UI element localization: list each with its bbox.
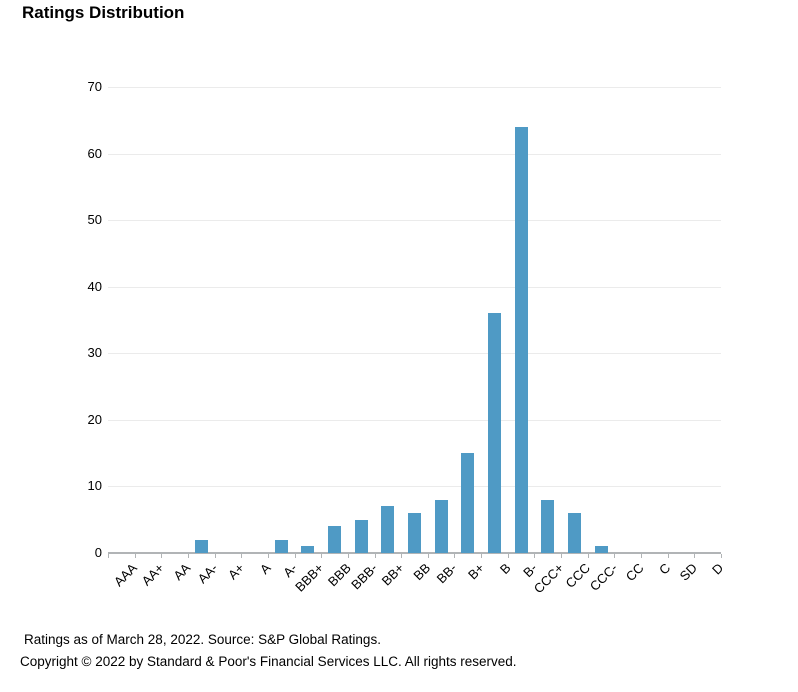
axis-tick — [321, 554, 323, 558]
bar — [541, 499, 555, 553]
source-note: Ratings as of March 28, 2022. Source: S&… — [24, 632, 381, 647]
axis-tick — [187, 554, 189, 558]
y-axis-label: 50 — [87, 212, 102, 228]
x-axis-label: AA- — [194, 560, 221, 587]
axis-tick — [641, 554, 643, 558]
y-axis-label: 70 — [87, 79, 102, 94]
x-axis-label: C — [656, 560, 674, 578]
axis-tick — [587, 554, 589, 558]
bar — [301, 546, 315, 553]
axis-tick — [161, 554, 163, 558]
axis-tick — [534, 554, 536, 558]
y-axis-label: 0 — [94, 545, 102, 560]
axis-tick — [108, 554, 109, 558]
axis-tick — [481, 554, 483, 558]
axis-tick — [374, 554, 376, 558]
x-axis-label: SD — [676, 560, 700, 584]
x-axis-label: A- — [280, 560, 301, 581]
axis-tick — [214, 554, 216, 558]
chart-title: Ratings Distribution — [22, 3, 185, 22]
footer: Ratings as of March 28, 2022. Source: S&… — [20, 629, 517, 673]
gridline — [108, 153, 721, 155]
x-axis-label: D — [709, 560, 727, 578]
gridline — [108, 286, 721, 288]
x-axis-label: A — [256, 560, 274, 578]
bar — [328, 526, 342, 553]
bar — [194, 539, 208, 553]
axis-tick — [347, 554, 349, 558]
x-axis-label: BBB+ — [292, 560, 327, 595]
x-axis-label: BB+ — [378, 560, 407, 589]
x-axis-label: BB — [410, 560, 434, 584]
x-axis-label: BB- — [434, 560, 461, 587]
gridline — [108, 220, 721, 222]
x-axis-label: AA — [170, 560, 194, 584]
gridline — [108, 87, 721, 88]
copyright-note: Copyright © 2022 by Standard & Poor's Fi… — [20, 654, 517, 669]
x-axis-line — [108, 552, 721, 554]
bar — [514, 126, 528, 553]
x-axis-label: CC — [622, 560, 647, 585]
bar — [274, 539, 288, 553]
axis-tick — [241, 554, 243, 558]
axis-tick — [561, 554, 563, 558]
axis-tick — [667, 554, 669, 558]
bar — [567, 513, 581, 553]
bar — [594, 546, 608, 553]
x-axis-label: CCC+ — [530, 560, 567, 597]
bar — [461, 453, 475, 553]
x-axis-label: AA+ — [138, 560, 167, 589]
gridline — [108, 419, 721, 421]
axis-tick — [134, 554, 136, 558]
y-axis-label: 60 — [87, 145, 102, 161]
y-axis-label: 40 — [87, 278, 102, 294]
axis-tick — [694, 554, 696, 558]
x-axis-label: BBB- — [348, 560, 381, 593]
x-axis-label: CCC — [562, 560, 594, 591]
x-axis-label: A+ — [224, 560, 247, 583]
bar — [408, 513, 421, 553]
axis-tick — [454, 554, 456, 558]
x-axis-label: B- — [520, 560, 541, 581]
bar — [487, 313, 501, 553]
x-axis-label: CCC- — [586, 560, 620, 594]
axis-tick — [507, 554, 509, 558]
axis-tick — [267, 554, 269, 558]
axis-tick — [614, 554, 616, 558]
y-axis-label: 30 — [87, 345, 102, 361]
gridline — [108, 486, 721, 488]
axis-tick — [427, 554, 429, 558]
axis-tick — [721, 554, 722, 558]
y-axis-label: 20 — [87, 411, 102, 427]
bar — [434, 499, 448, 553]
x-axis-label: AAA — [111, 560, 141, 590]
bar — [381, 506, 395, 553]
x-axis-label: B — [496, 560, 514, 578]
x-axis-label: BBB — [324, 560, 354, 590]
bar — [354, 519, 368, 553]
axis-tick — [401, 554, 403, 558]
axis-tick — [294, 554, 296, 558]
x-axis-label: B+ — [464, 560, 487, 583]
gridline — [108, 353, 721, 355]
y-axis-label: 10 — [87, 478, 102, 494]
